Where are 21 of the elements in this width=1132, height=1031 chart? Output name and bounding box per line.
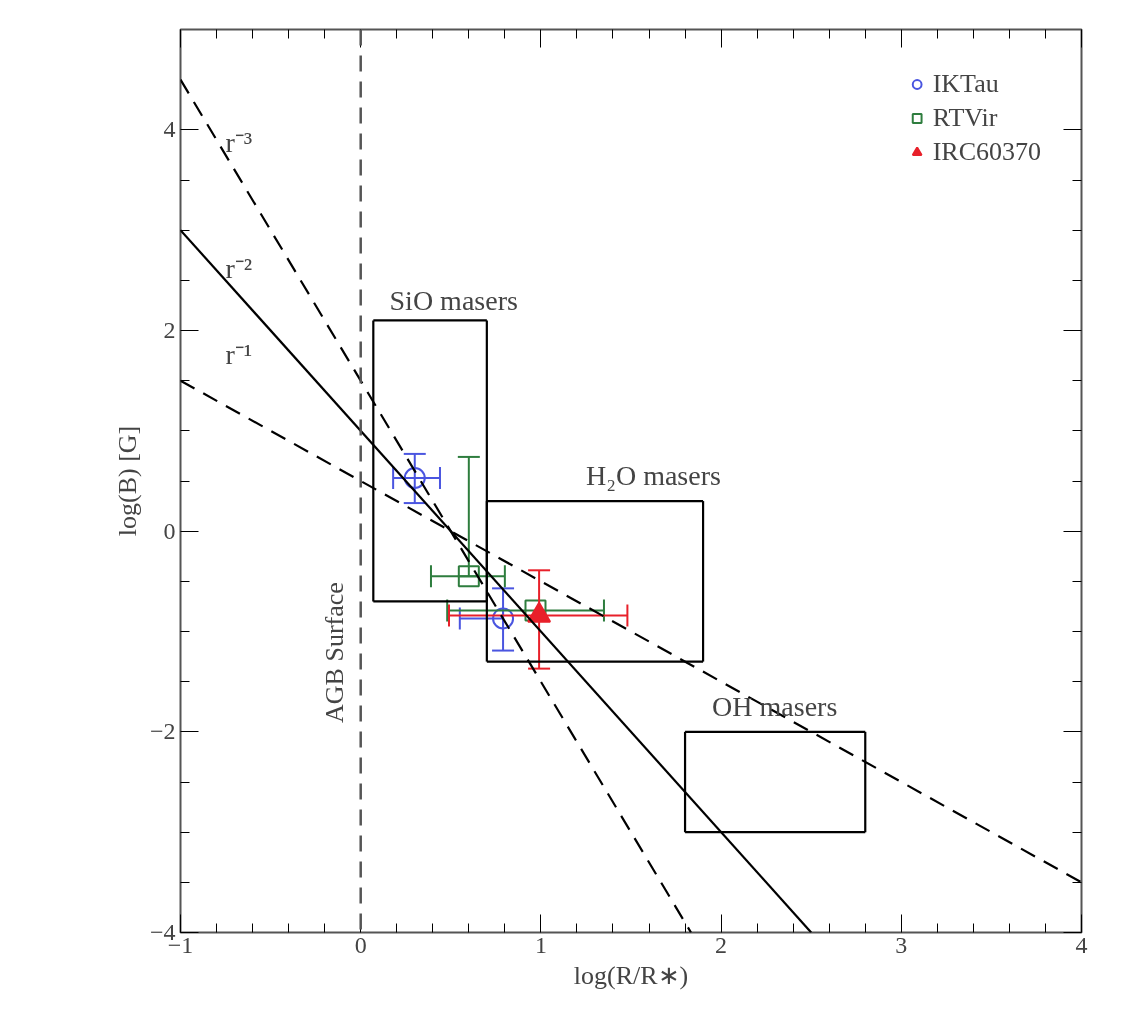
annotation: H₂O masers <box>585 460 721 492</box>
x-tick-label: 3 <box>895 931 908 958</box>
y-tick-label: 2 <box>163 317 176 343</box>
legend-label: IKTau <box>932 69 999 99</box>
x-tick-label: 4 <box>1075 931 1088 958</box>
annotation: r⁻¹ <box>225 339 253 371</box>
x-tick-label: 2 <box>715 931 728 958</box>
annotation: SiO masers <box>389 284 518 316</box>
y-tick-label: 0 <box>163 517 176 544</box>
y-tick-label: −2 <box>149 718 176 745</box>
x-tick-label: 1 <box>534 931 547 958</box>
ref-line-label: AGB Surface <box>319 582 349 723</box>
annotation: r⁻² <box>225 253 253 285</box>
legend-label: IRC60370 <box>932 137 1041 167</box>
annotation: OH masers <box>712 691 838 723</box>
legend-label: RTVir <box>932 103 998 133</box>
y-tick-label: 4 <box>163 116 176 143</box>
x-axis-title: log(R/R∗) <box>573 960 689 990</box>
x-tick-label: 0 <box>354 931 367 958</box>
annotation: r⁻³ <box>225 126 253 158</box>
y-axis-title: log(B) [G] <box>112 425 142 537</box>
